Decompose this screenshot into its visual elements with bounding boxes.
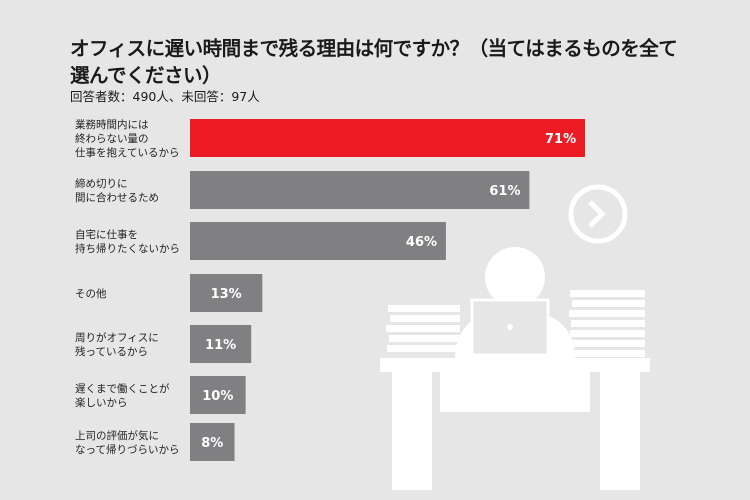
category-label: 上司の評価が気に xyxy=(75,429,159,442)
data-label: 46% xyxy=(406,235,437,250)
category-label: 終わらない量の xyxy=(75,132,149,145)
bar xyxy=(190,325,252,363)
respondent-count: 回答者数：490人、未回答：97人 xyxy=(70,89,260,104)
category-label: その他 xyxy=(75,287,107,300)
data-label: 61% xyxy=(489,184,520,199)
clock-icon xyxy=(568,184,628,244)
bar xyxy=(190,274,263,312)
category-label: 業務時間内には xyxy=(75,118,149,131)
category-label: 締め切りに xyxy=(75,177,128,190)
bar xyxy=(190,376,246,414)
category-label: 周りがオフィスに xyxy=(75,331,159,344)
desk-icon xyxy=(380,358,650,490)
data-label: 8% xyxy=(201,436,223,451)
category-label: なって帰りづらいから xyxy=(75,443,179,456)
category-label: 残っているから xyxy=(75,345,148,358)
category-label: 楽しいから xyxy=(75,396,128,409)
chart-title: オフィスに遅い時間まで残る理由は何ですか？（当てはまるものを全て選んでください） xyxy=(70,37,678,87)
category-label: 仕事を抱えているから xyxy=(75,146,179,159)
data-label: 10% xyxy=(202,389,233,404)
category-label: 遅くまで働くことが xyxy=(75,382,170,395)
category-label: 持ち帰りたくないから xyxy=(75,242,180,255)
category-label: 間に合わせるため xyxy=(75,191,159,204)
data-label: 71% xyxy=(545,132,576,147)
data-label: 11% xyxy=(205,338,236,353)
bar xyxy=(190,423,235,461)
bar xyxy=(190,119,585,157)
category-label: 自宅に仕事を xyxy=(75,228,138,241)
laptop-icon xyxy=(470,298,550,357)
bar xyxy=(190,222,446,260)
document-stack-icon xyxy=(386,290,645,357)
data-label: 13% xyxy=(211,287,242,302)
bar xyxy=(190,171,530,209)
